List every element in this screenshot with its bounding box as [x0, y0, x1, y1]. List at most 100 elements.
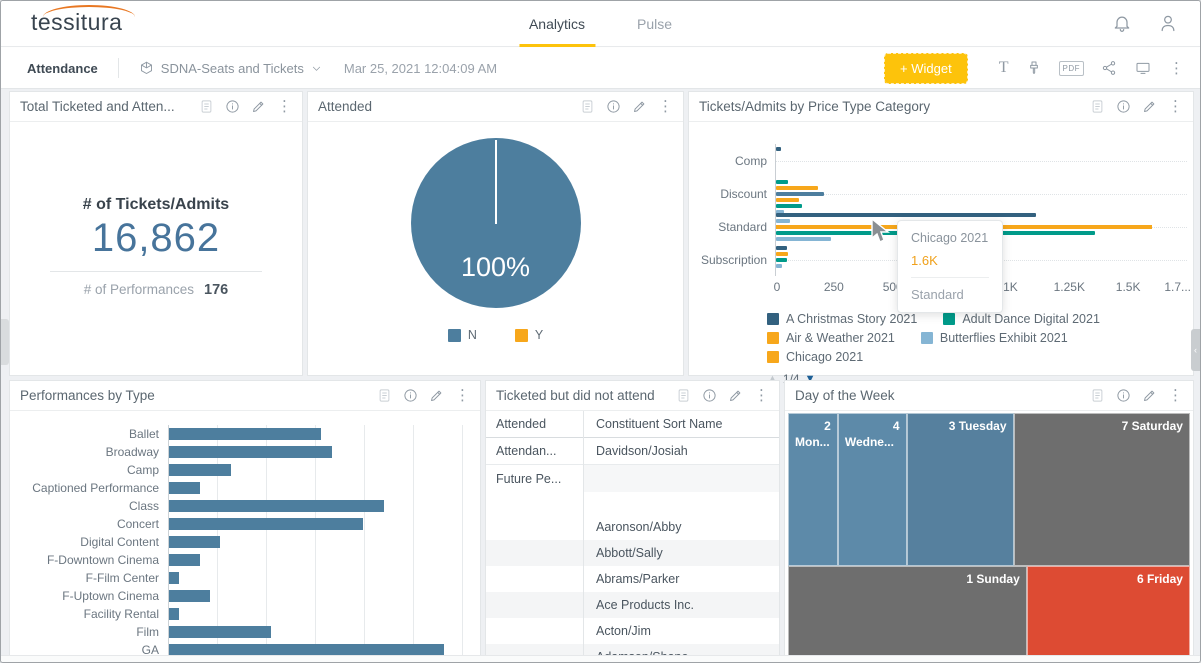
edit-pencil-icon[interactable]: [1142, 388, 1157, 403]
legend-item[interactable]: N: [447, 328, 477, 342]
divider: [117, 58, 119, 78]
bar[interactable]: [776, 252, 788, 256]
treemap-tile-friday[interactable]: 6 Friday: [1026, 566, 1190, 656]
widget-menu-icon[interactable]: ⋮: [455, 387, 470, 404]
bar[interactable]: [776, 210, 785, 214]
list-item[interactable]: Abbott/Sally: [486, 540, 779, 566]
script-icon[interactable]: [580, 99, 595, 114]
bar-row: Ballet: [16, 425, 472, 443]
legend-item[interactable]: Chicago 2021: [767, 350, 863, 364]
bar[interactable]: [776, 192, 825, 196]
bar[interactable]: [776, 147, 781, 151]
list-item[interactable]: Acton/Jim: [486, 618, 779, 644]
category-label: Discount: [720, 186, 767, 201]
legend-item[interactable]: Butterflies Exhibit 2021: [920, 331, 1068, 345]
text-widget-icon[interactable]: T: [998, 59, 1009, 76]
edit-pencil-icon[interactable]: [728, 388, 743, 403]
pie-chart[interactable]: 100%: [410, 138, 581, 308]
info-icon[interactable]: [1116, 99, 1131, 114]
category-label: Broadway: [105, 445, 159, 459]
export-pdf-icon[interactable]: PDF: [1058, 60, 1084, 76]
bar[interactable]: [776, 258, 787, 262]
treemap-tile-tuesday[interactable]: 3 Tuesday: [906, 413, 1014, 567]
bar[interactable]: [169, 518, 364, 530]
list-item[interactable]: Abrams/Parker: [486, 566, 779, 592]
toolbar-menu-icon[interactable]: ⋮: [1169, 59, 1184, 77]
dataset-selector[interactable]: SDNA-Seats and Tickets: [139, 61, 322, 76]
bar[interactable]: [776, 204, 802, 208]
legend-label: Butterflies Exhibit 2021: [939, 331, 1068, 345]
page-up-icon[interactable]: ▲: [767, 373, 778, 385]
widget-performances-by-type: Performances by Type ⋮ Ballet Broadway Cam…: [9, 380, 481, 657]
bar[interactable]: [169, 464, 231, 476]
widget-menu-icon[interactable]: ⋮: [1168, 387, 1183, 404]
table-row[interactable]: Attendan... Davidson/Josiah: [486, 438, 779, 465]
legend-item[interactable]: Air & Weather 2021: [767, 331, 895, 345]
pie-percent-label: 100%: [460, 252, 531, 282]
script-icon[interactable]: [199, 99, 214, 114]
bar[interactable]: [776, 198, 800, 202]
list-item[interactable]: Aaronson/Abby: [486, 514, 779, 540]
widget-title: Tickets/Admits by Price Type Category: [699, 99, 931, 114]
left-panel-handle[interactable]: [1, 319, 9, 365]
bar[interactable]: [776, 213, 1036, 217]
tessitura-logo[interactable]: tessitura: [31, 5, 135, 36]
script-icon[interactable]: [676, 388, 691, 403]
bar[interactable]: [776, 219, 791, 223]
bar[interactable]: [169, 500, 384, 512]
bar[interactable]: [169, 572, 180, 584]
tab-analytics[interactable]: Analytics: [518, 1, 596, 47]
share-icon[interactable]: [1101, 60, 1117, 76]
widget-menu-icon[interactable]: ⋮: [277, 98, 292, 115]
treemap-tile-wednesday[interactable]: 4 Wedne...: [837, 413, 907, 567]
notifications-bell-icon[interactable]: [1112, 13, 1132, 33]
bar[interactable]: [169, 536, 221, 548]
treemap-tile-sunday[interactable]: 1 Sunday: [788, 566, 1027, 656]
info-icon[interactable]: [403, 388, 418, 403]
present-monitor-icon[interactable]: [1134, 60, 1152, 76]
user-profile-icon[interactable]: [1158, 13, 1178, 33]
edit-pencil-icon[interactable]: [632, 99, 647, 114]
add-widget-button[interactable]: + Widget: [884, 52, 968, 84]
script-icon[interactable]: [1090, 388, 1105, 403]
edit-pencil-icon[interactable]: [1142, 99, 1157, 114]
info-icon[interactable]: [1116, 388, 1131, 403]
edit-pencil-icon[interactable]: [429, 388, 444, 403]
legend-item[interactable]: Y: [514, 328, 543, 342]
bar[interactable]: [169, 554, 200, 566]
legend-item[interactable]: Adult Dance Digital 2021: [943, 312, 1100, 326]
right-panel-handle[interactable]: ‹: [1191, 329, 1200, 371]
bar[interactable]: [169, 626, 271, 638]
bar[interactable]: [776, 264, 782, 268]
bar[interactable]: [169, 644, 445, 656]
widget-menu-icon[interactable]: ⋮: [1168, 98, 1183, 115]
legend-item[interactable]: A Christmas Story 2021: [767, 312, 917, 326]
bar[interactable]: [169, 608, 180, 620]
primary-tabs: Analytics Pulse: [518, 1, 676, 47]
list-item[interactable]: Adamson/Shane: [486, 644, 779, 657]
script-icon[interactable]: [377, 388, 392, 403]
treemap-tile-saturday[interactable]: 7 Saturday: [1013, 413, 1190, 567]
info-icon[interactable]: [606, 99, 621, 114]
tab-pulse[interactable]: Pulse: [637, 16, 673, 32]
list-item[interactable]: Ace Products Inc.: [486, 592, 779, 618]
table-row[interactable]: Future Pe...: [486, 465, 779, 492]
bar[interactable]: [169, 482, 200, 494]
widget-menu-icon[interactable]: ⋮: [658, 98, 673, 115]
bar[interactable]: [776, 186, 819, 190]
script-icon[interactable]: [1090, 99, 1105, 114]
bar[interactable]: [169, 446, 333, 458]
brush-style-icon[interactable]: [1026, 60, 1042, 76]
bar[interactable]: [776, 237, 832, 241]
info-icon[interactable]: [702, 388, 717, 403]
bar[interactable]: [776, 246, 787, 250]
widget-menu-icon[interactable]: ⋮: [754, 387, 769, 404]
bar[interactable]: [169, 428, 321, 440]
legend-label: Adult Dance Digital 2021: [962, 312, 1100, 326]
treemap-tile-monday[interactable]: 2 Mon...: [788, 413, 838, 567]
bar[interactable]: [169, 590, 211, 602]
edit-pencil-icon[interactable]: [251, 99, 266, 114]
page-down-icon[interactable]: ▼: [804, 373, 816, 385]
bar[interactable]: [776, 180, 788, 184]
info-icon[interactable]: [225, 99, 240, 114]
